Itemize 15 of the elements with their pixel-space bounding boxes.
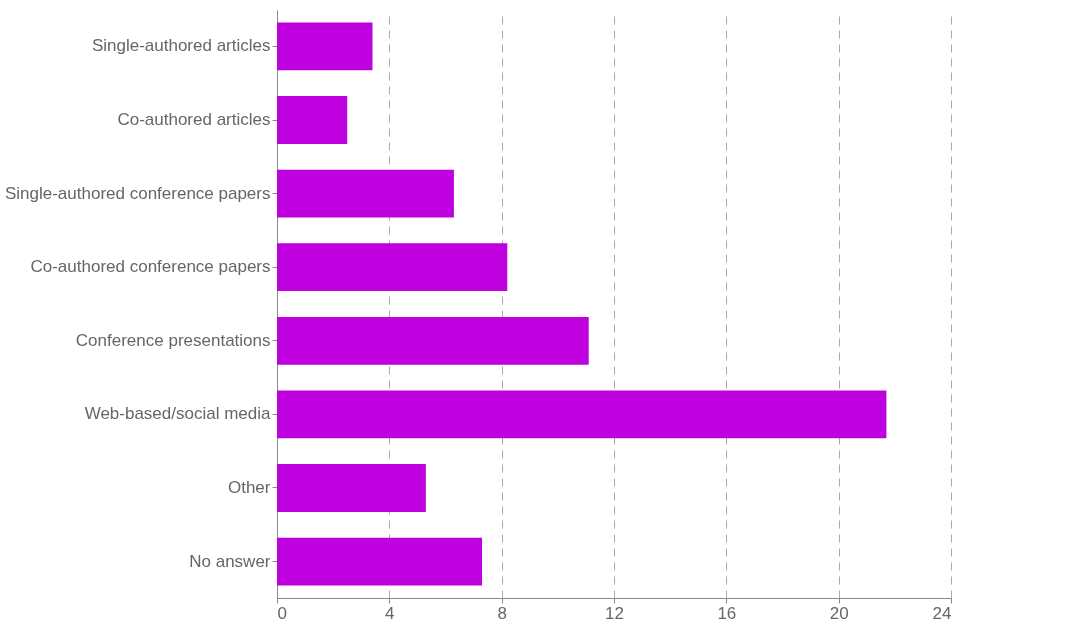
y-tick-label: Co-authored articles — [117, 110, 271, 130]
x-tick-label: 12 — [605, 603, 624, 623]
y-tick-label: Single-authored conference papers — [4, 183, 271, 203]
x-tick-label: 8 — [497, 603, 507, 623]
x-tick-label: 24 — [932, 603, 952, 623]
y-tick-label: Other — [227, 477, 271, 497]
x-tick-label: 20 — [829, 603, 849, 623]
x-tick-label: 4 — [385, 603, 395, 623]
y-tick-label: Conference presentations — [75, 330, 271, 350]
y-tick-label: Co-authored conference papers — [30, 257, 271, 277]
x-tick-label: 0 — [277, 603, 287, 623]
x-tick-label: 16 — [717, 603, 737, 623]
y-tick-label: No answer — [189, 551, 271, 571]
y-tick-label: Single-authored articles — [91, 36, 271, 56]
y-tick-label: Web-based/social media — [84, 404, 272, 424]
